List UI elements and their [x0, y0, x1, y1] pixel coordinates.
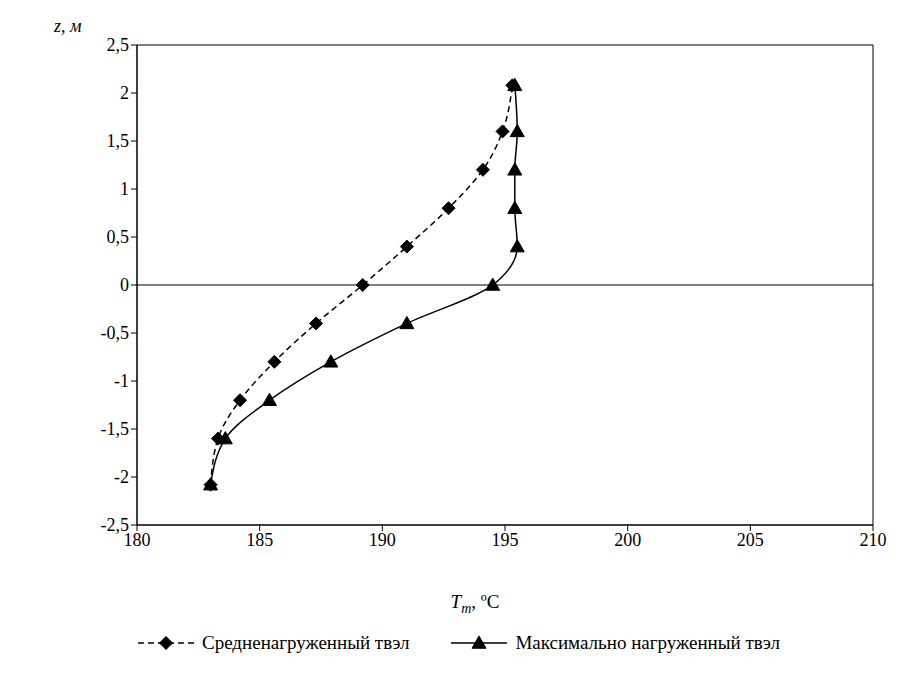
svg-text:-0,5: -0,5 [101, 323, 130, 343]
svg-text:2: 2 [120, 83, 129, 103]
svg-text:-1,5: -1,5 [101, 419, 130, 439]
html-text:Максимально нагруженный твэл: Максимально нагруженный твэл [515, 632, 780, 653]
svg-text:185: 185 [246, 530, 273, 550]
html-text:Tm, ºC: Tm, ºC [450, 591, 500, 616]
svg-text:190: 190 [369, 530, 396, 550]
svg-text:0: 0 [120, 275, 129, 295]
svg-text:210: 210 [860, 530, 887, 550]
svg-text:1: 1 [120, 179, 129, 199]
svg-text:-2: -2 [114, 467, 129, 487]
svg-text:180: 180 [123, 529, 151, 550]
html-text:z, м: z, м [54, 16, 82, 36]
svg-text:205: 205 [737, 530, 764, 550]
svg-text:200: 200 [614, 530, 641, 550]
svg-text:2,5: 2,5 [107, 35, 130, 55]
svg-text:195: 195 [492, 530, 519, 550]
svg-text:0,5: 0,5 [107, 227, 130, 247]
svg-text:-1: -1 [114, 371, 129, 391]
svg-text:-2,5: -2,5 [101, 515, 130, 535]
html-text:Средненагруженный твэл: Средненагруженный твэл [202, 632, 410, 653]
svg-text:1,5: 1,5 [107, 131, 130, 151]
